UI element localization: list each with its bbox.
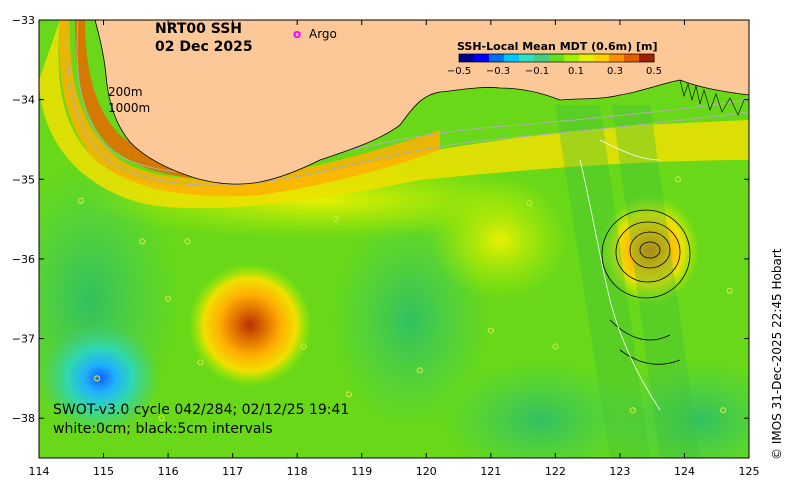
argo-float-marker	[720, 407, 727, 414]
x-tick-label: 117	[222, 465, 243, 478]
coastal-current-band	[39, 20, 749, 209]
argo-float-marker	[487, 327, 494, 334]
argo-markers	[77, 176, 733, 422]
y-tick-label: −37	[12, 333, 35, 346]
x-tick-label: 116	[158, 465, 179, 478]
title-line1: NRT00 SSH	[155, 21, 242, 37]
colorbar-tick-label: −0.1	[525, 66, 549, 77]
argo-float-marker	[139, 238, 146, 245]
depth-label-1000m: 1000m	[108, 101, 150, 115]
colorbar-swatch	[504, 54, 520, 62]
green-region-east	[610, 360, 749, 458]
argo-float-marker	[197, 359, 204, 366]
imos-credit: © IMOS 31-Dec-2025 22:45 Hobart	[770, 248, 784, 460]
x-tick-label: 120	[416, 465, 437, 478]
y-tick-label: −36	[12, 253, 35, 266]
isobath-1000m	[66, 20, 749, 186]
plot-frame	[38, 19, 750, 459]
coast-islands	[679, 79, 745, 116]
argo-float-marker	[300, 343, 307, 350]
colorbar-swatches	[459, 54, 655, 62]
x-tick-label: 114	[29, 465, 50, 478]
colorbar-swatch	[519, 54, 535, 62]
y-tick-label: −38	[12, 412, 35, 425]
colorbar-title: SSH-Local Mean MDT (0.6m) [m]	[457, 40, 657, 53]
argo-float-marker	[164, 295, 172, 302]
title-line2: 02 Dec 2025	[155, 39, 253, 55]
colorbar-swatch	[639, 54, 655, 62]
argo-float-marker	[416, 367, 423, 374]
swot-annotation-line1: SWOT-v3.0 cycle 042/284; 02/12/25 19:41	[53, 402, 349, 418]
colorbar-swatch	[534, 54, 550, 62]
y-tick-label: −34	[12, 94, 35, 107]
x-axis: 114 115 116 117 118 119 120 121 122 123 124 125	[29, 20, 760, 478]
colorbar-swatch	[489, 54, 505, 62]
y-tick-label: −35	[12, 173, 35, 186]
colorbar: SSH-Local Mean MDT (0.6m) [m] −0.5 −0.3 −0…	[447, 40, 662, 77]
warm-eddy-main	[188, 263, 312, 387]
colorbar-swatch	[564, 54, 580, 62]
colorbar-swatch	[594, 54, 610, 62]
colorbar-tick-label: 0.1	[568, 66, 584, 77]
argo-float-marker	[184, 238, 191, 245]
colorbar-swatch	[474, 54, 490, 62]
argo-legend-label: Argo	[309, 27, 337, 41]
colorbar-tick-label: −0.3	[486, 66, 510, 77]
x-tick-label: 119	[351, 465, 372, 478]
argo-float-marker	[674, 176, 682, 183]
contours-black	[601, 209, 691, 365]
colorbar-swatch	[459, 54, 475, 62]
plot-area	[39, 20, 749, 458]
depth-label-200m: 200m	[108, 85, 143, 99]
x-tick-label: 122	[545, 465, 566, 478]
argo-float-marker	[77, 197, 85, 204]
x-tick-label: 121	[480, 465, 501, 478]
argo-float-marker	[726, 287, 733, 294]
colorbar-swatch	[579, 54, 595, 62]
argo-float-marker	[552, 343, 559, 350]
argo-float-marker	[332, 215, 340, 223]
x-tick-label: 118	[287, 465, 308, 478]
warm-eddy-east	[600, 195, 700, 305]
y-axis: −33 −34 −35 −36 −37 −38	[12, 14, 749, 425]
x-tick-label: 124	[674, 465, 695, 478]
x-tick-label: 125	[739, 465, 760, 478]
x-tick-label: 115	[93, 465, 114, 478]
argo-float-marker	[629, 407, 636, 414]
yellow-region-mid	[430, 180, 570, 300]
y-tick-label: −33	[12, 14, 35, 27]
colorbar-tick-label: 0.3	[607, 66, 623, 77]
swot-swath-1	[555, 105, 650, 458]
colorbar-swatch	[624, 54, 640, 62]
x-tick-label: 123	[609, 465, 630, 478]
argo-float-marker	[526, 200, 533, 207]
colorbar-swatch	[549, 54, 565, 62]
green-region-south	[440, 360, 640, 458]
colorbar-ticks: −0.5 −0.3 −0.1 0.1 0.3 0.5	[447, 66, 662, 77]
coastal-current-hot	[75, 20, 230, 179]
argo-float-marker	[93, 375, 101, 382]
colorbar-tick-label: 0.5	[646, 66, 662, 77]
colorbar-swatch	[609, 54, 625, 62]
swot-annotation-line2: white:0cm; black:5cm intervals	[53, 421, 273, 437]
argo-legend-symbol: o	[293, 27, 301, 41]
colorbar-tick-label: −0.5	[447, 66, 471, 77]
contours-white	[579, 139, 661, 411]
argo-float-marker	[345, 391, 352, 398]
argo-float-marker	[158, 415, 165, 422]
colorbar-frame	[458, 53, 655, 63]
